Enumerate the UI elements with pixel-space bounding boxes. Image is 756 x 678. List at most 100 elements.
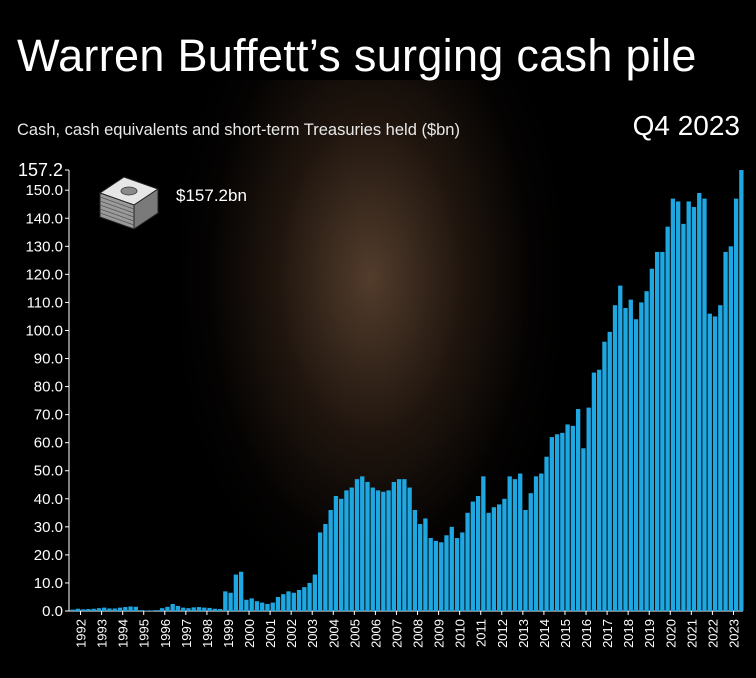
bar [628, 299, 633, 611]
bar [676, 201, 681, 612]
bar [317, 532, 323, 611]
x-tick-label: 1997 [179, 619, 194, 648]
x-tick-label: 2003 [305, 619, 320, 648]
x-tick-label: 2004 [326, 619, 341, 648]
y-tick-label: 60.0 [34, 435, 63, 452]
bar [586, 407, 591, 611]
x-tick-label: 1998 [200, 619, 215, 648]
bar [302, 587, 307, 611]
y-tick-label: 40.0 [34, 491, 63, 508]
bar [249, 598, 254, 611]
x-tick-label: 2011 [474, 619, 489, 647]
bar [491, 507, 497, 611]
x-tick-label: 2023 [726, 619, 741, 648]
x-tick-label: 2018 [621, 619, 636, 648]
bar [486, 512, 491, 611]
bar [344, 490, 349, 611]
bar [549, 437, 554, 611]
bar [128, 606, 133, 611]
bar [639, 302, 644, 611]
bar [649, 268, 655, 611]
bar [349, 487, 354, 611]
bar [165, 606, 170, 611]
bar [728, 246, 733, 611]
bar [333, 495, 339, 611]
x-tick-label: 2000 [242, 619, 257, 648]
bar [418, 524, 423, 611]
x-tick-label: 1993 [95, 619, 110, 648]
bar [149, 610, 154, 612]
bar [233, 574, 239, 611]
bar [212, 608, 217, 611]
bar [454, 538, 460, 611]
x-tick-label: 2005 [347, 619, 362, 648]
bar [618, 285, 623, 611]
x-tick-label: 2012 [495, 619, 510, 648]
x-tick-label: 2006 [368, 619, 383, 648]
bar [244, 599, 249, 611]
bar [523, 510, 528, 611]
x-tick-label: 1996 [158, 619, 173, 648]
chart-title: Warren Buffett’s surging cash pile [17, 30, 697, 81]
bar [575, 409, 581, 611]
bar [254, 601, 260, 611]
x-tick-label: 1999 [221, 619, 236, 648]
bar [323, 524, 328, 611]
bar [633, 319, 639, 611]
y-axis: 0.0 10.0 20.0 30.0 40.0 50.0 60.0 70.0 80.0 90.0 1… [18, 160, 743, 620]
bar [159, 608, 165, 611]
bar [281, 594, 286, 611]
bar [686, 201, 691, 612]
bar [565, 424, 570, 611]
x-tick-label: 2009 [432, 619, 447, 648]
y-tick-label: 110.0 [27, 294, 63, 311]
x-axis: 1992 1993 1994 1995 1996 1997 1998 1999 2000 2001… [74, 611, 741, 648]
bar [460, 532, 465, 611]
bar [591, 372, 597, 611]
money-stack-icon [98, 176, 160, 230]
bar [512, 479, 518, 611]
bar [186, 608, 191, 611]
bar [312, 574, 318, 611]
y-tick-label: 70.0 [34, 407, 63, 424]
x-tick-label: 2015 [558, 619, 573, 648]
bar [181, 607, 186, 611]
bar [375, 490, 381, 611]
bar [396, 479, 402, 611]
bar [370, 487, 375, 611]
bar [407, 487, 412, 611]
bar [307, 582, 312, 611]
chart-subtitle: Cash, cash equivalents and short-term Tr… [17, 121, 460, 139]
y-tick-label: 150.0 [25, 182, 63, 199]
bar [207, 607, 212, 611]
bar [697, 193, 702, 611]
bar [196, 607, 202, 611]
bar [107, 608, 112, 611]
bar [733, 198, 739, 612]
x-tick-label: 2007 [389, 619, 404, 648]
bar [702, 198, 707, 612]
bar [402, 479, 407, 611]
x-tick-label: 2019 [642, 619, 657, 648]
bar [265, 603, 270, 611]
bar [439, 542, 444, 611]
bar [391, 481, 396, 611]
bar [581, 448, 586, 611]
y-tick-label: 140.0 [25, 210, 63, 227]
bar [328, 510, 333, 611]
bar [138, 610, 144, 611]
latest-value-annotation: $157.2bn [176, 186, 247, 205]
bar [386, 490, 391, 611]
bar [465, 512, 470, 611]
bar [423, 518, 428, 611]
bar [102, 607, 107, 611]
x-tick-label: 1992 [74, 619, 89, 648]
bar [496, 504, 502, 611]
bar [623, 308, 628, 611]
x-tick-label: 2013 [516, 619, 531, 648]
bar [539, 473, 544, 611]
bar [528, 493, 533, 611]
bar [270, 602, 275, 611]
bar [607, 331, 612, 611]
